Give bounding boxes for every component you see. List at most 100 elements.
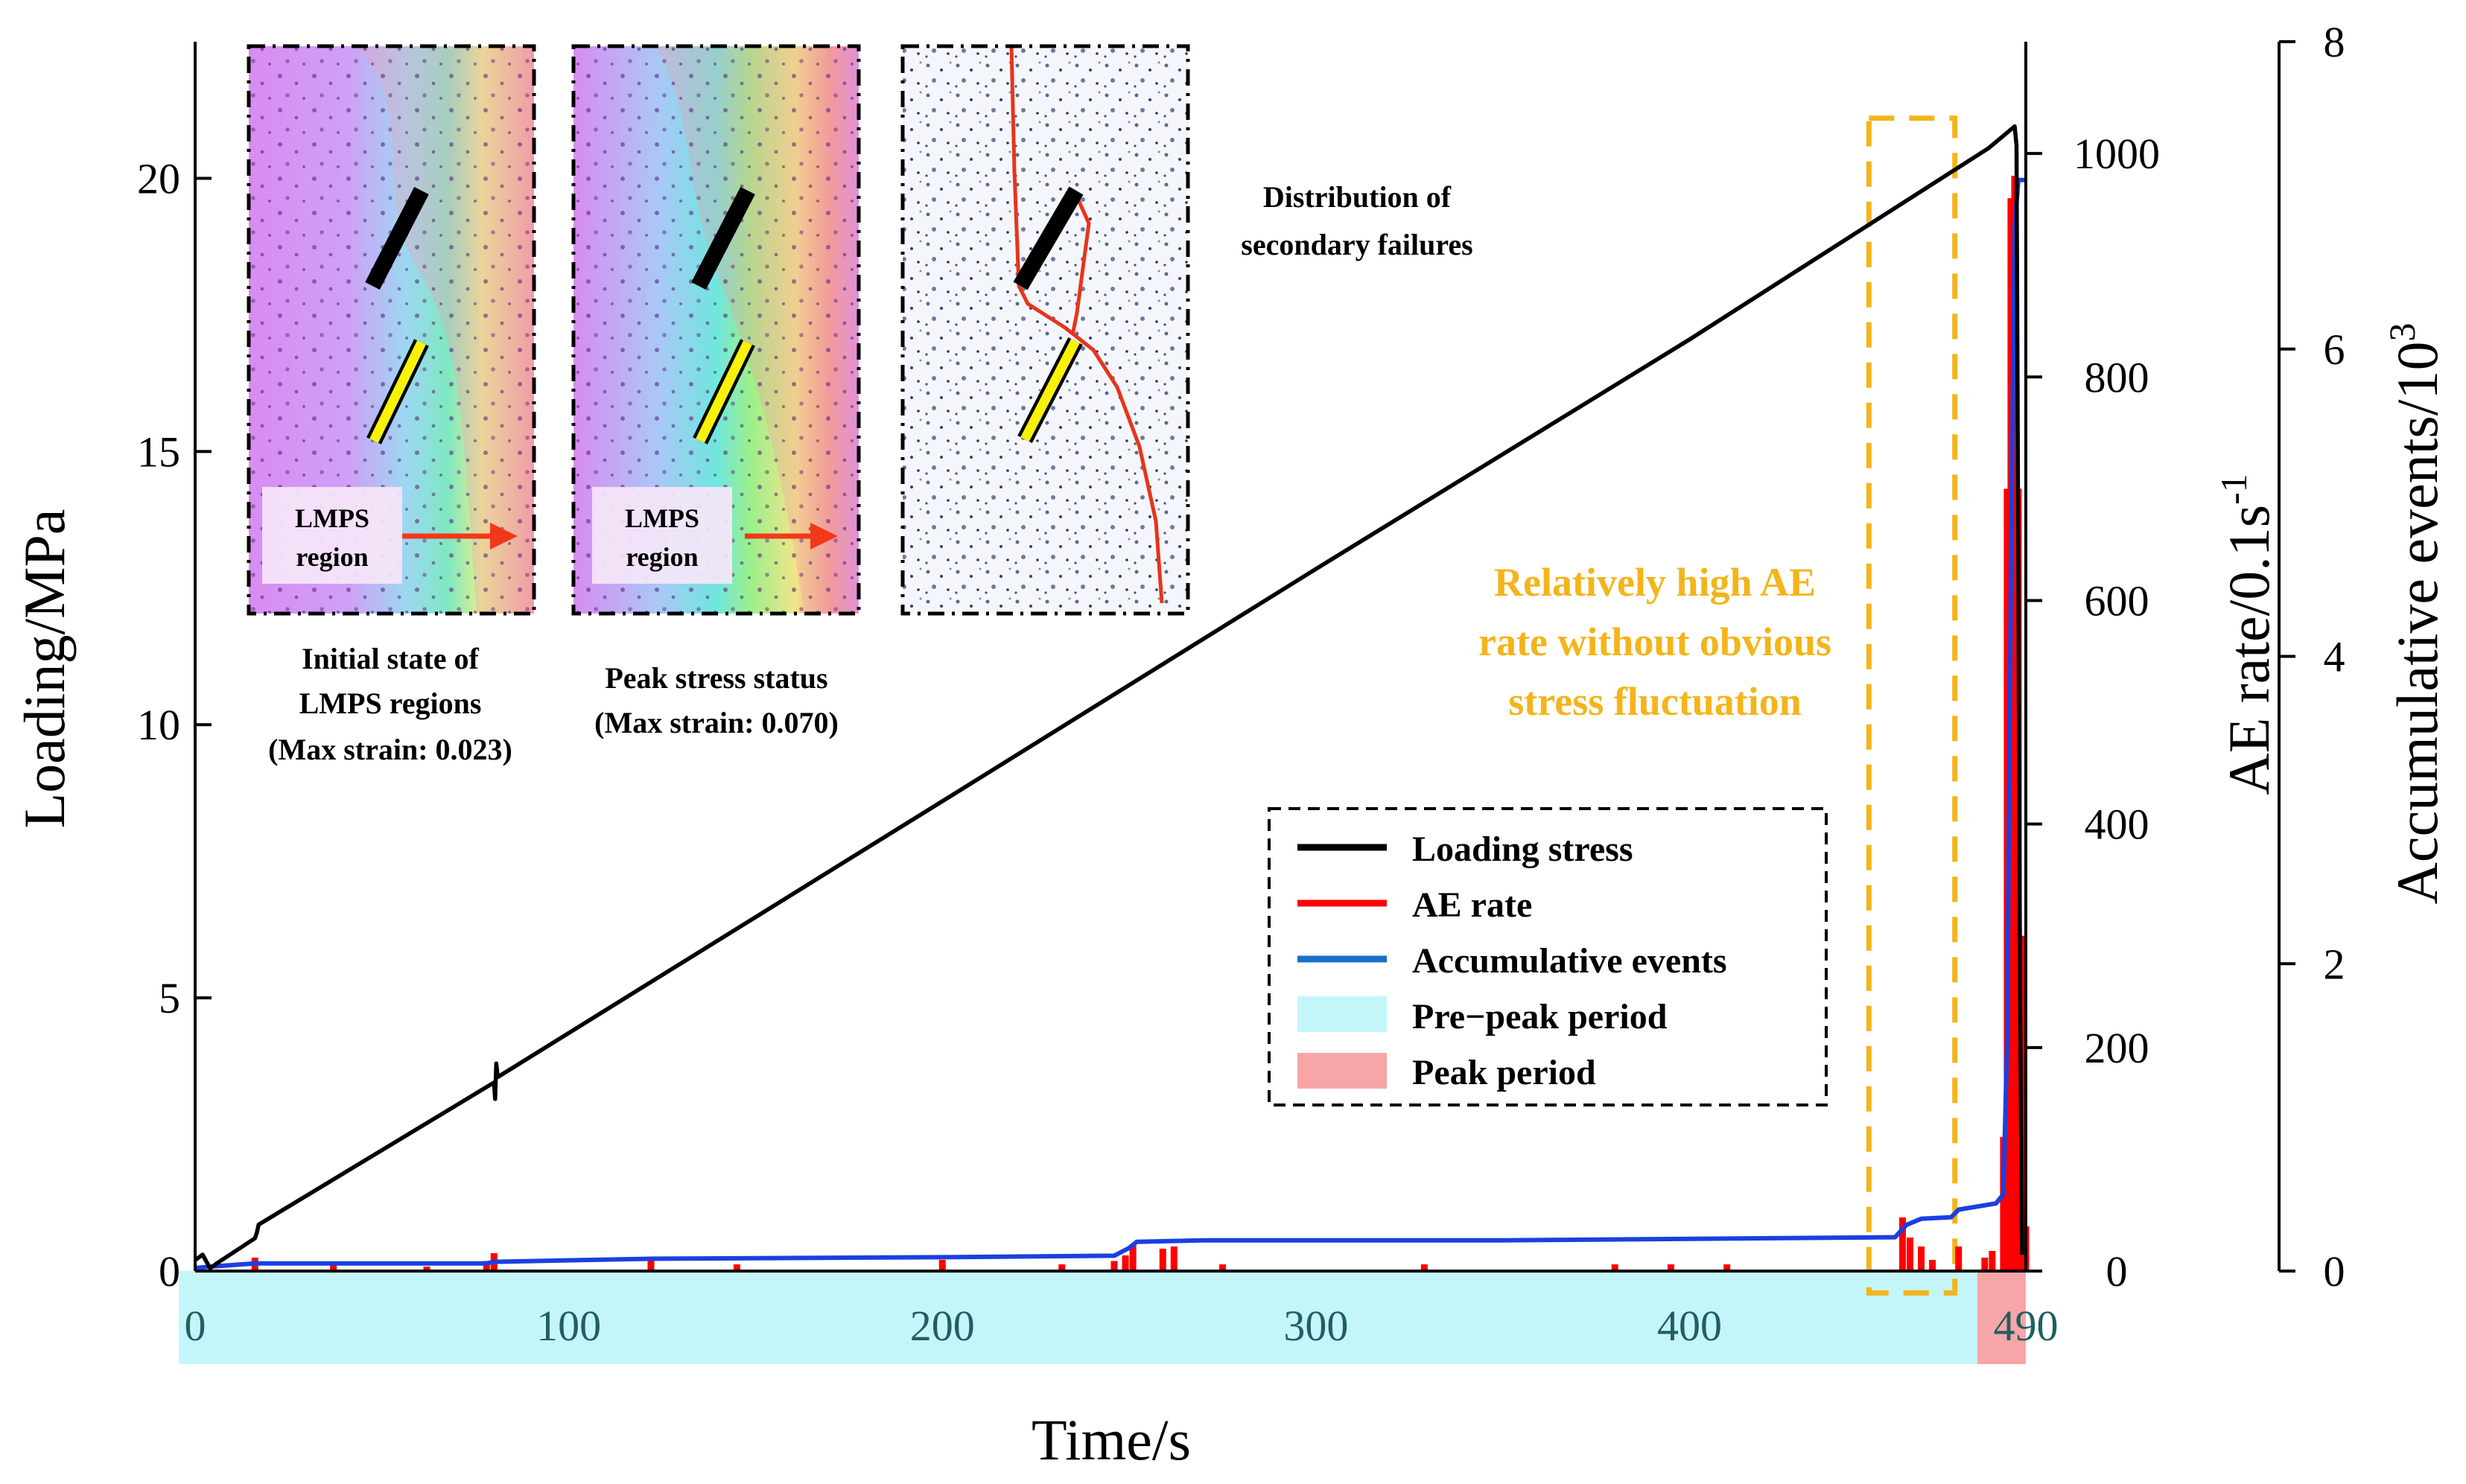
inset-1-caption-line-2: LMPS regions — [299, 687, 482, 720]
inset-1-frame — [247, 44, 536, 616]
highlight-window — [1866, 115, 1958, 1296]
ae-rate-bar — [1929, 1259, 1936, 1271]
legend-label-peak-period: Peak period — [1412, 1053, 1596, 1092]
inset-2-region-tag — [592, 487, 732, 584]
inset-2-black-marker — [691, 186, 755, 290]
y-ae-rate-tick-label: 0 — [2106, 1247, 2128, 1296]
ae-rate-bar — [1955, 1246, 1963, 1271]
ae-rate-bar — [423, 1266, 430, 1271]
accumulative-title-sup: 3 — [2381, 323, 2423, 342]
y-axis-left-title: Loading/MPa — [12, 509, 77, 829]
x-axis-title: Time/s — [1032, 1407, 1191, 1472]
ae-rate-bar — [1898, 1217, 1906, 1271]
annotation-line-2: rate without obvious — [1478, 620, 1831, 664]
pre-peak-band — [179, 1271, 1977, 1364]
ae-rate-bar — [1420, 1264, 1428, 1271]
inset-2-caption-line-1: Peak stress status — [605, 661, 827, 695]
legend-label-ae-rate: AE rate — [1412, 885, 1532, 925]
inset-secondary-failures: Distribution of secondary failures — [900, 44, 1473, 616]
ae-rate-title-main: AE rate/0.1s — [2216, 505, 2281, 795]
ae-rate-bar — [1122, 1255, 1129, 1271]
y-ae-rate-tick-label: 600 — [2085, 576, 2149, 625]
inset-1-caption-line-3: (Max strain: 0.023) — [268, 733, 512, 766]
annotation: Relatively high AE rate without obvious … — [1478, 560, 1831, 724]
phase-bands — [179, 1271, 2026, 1364]
inset-2-region-tag-line-1: LMPS — [625, 503, 699, 533]
inset-peak-stress: LMPS region Peak stress status (Max stra… — [571, 44, 861, 739]
y-left-tick-label: 5 — [159, 974, 180, 1022]
ae-rate-bar — [1058, 1264, 1066, 1271]
inset-3-crack-path — [1009, 45, 1164, 604]
inset-1-region-tag — [262, 487, 402, 584]
x-tick-label: 490 — [1994, 1302, 2059, 1350]
y-accumulative-tick-label: 0 — [2324, 1247, 2345, 1296]
legend-swatch-peak-period — [1297, 1053, 1387, 1089]
inset-1-black-marker — [365, 186, 429, 290]
ae-rate-bar — [1906, 1237, 1913, 1271]
x-tick-label: 100 — [536, 1302, 601, 1350]
inset-1-region-tag-line-2: region — [296, 542, 368, 572]
inset-1-caption-line-1: Initial state of — [302, 642, 479, 675]
ae-rate-bar — [647, 1259, 655, 1271]
y-axis-accumulative-title: Accumulative events/103 — [2381, 323, 2450, 905]
x-tick-label: 0 — [185, 1302, 206, 1350]
ae-rate-bar — [1218, 1264, 1226, 1271]
inset-2-yellow-marker-fill — [696, 340, 752, 443]
ae-rate-bar — [1918, 1246, 1925, 1271]
y-left-tick-label: 10 — [137, 701, 180, 749]
inset-3-frame — [900, 44, 1190, 616]
inset-2-frame — [571, 44, 861, 616]
inset-2-caption-line-2: (Max strain: 0.070) — [594, 706, 839, 739]
accumulative-events-line — [194, 177, 2026, 1270]
ae-rate-bar — [1989, 1250, 1996, 1271]
ae-rate-bar — [938, 1259, 946, 1271]
x-tick-label: 400 — [1657, 1302, 1722, 1350]
y-axis-ae-rate-title: AE rate/0.1s-1 — [2213, 474, 2281, 795]
ae-rate-bar — [1129, 1243, 1137, 1271]
ae-rate-bar — [2011, 176, 2018, 1271]
inset-1-yellow-marker-fill — [369, 340, 426, 443]
ae-rate-bar — [1110, 1261, 1118, 1271]
x-tick-label: 200 — [910, 1302, 975, 1350]
ae-rate-bar — [1159, 1248, 1166, 1271]
ae-rate-bar — [2000, 1136, 2007, 1271]
y-accumulative-tick-label: 8 — [2324, 18, 2345, 66]
inset-3-texture — [903, 46, 1188, 614]
inset-2-arrow-head — [810, 523, 838, 550]
legend-label-pre-peak-period: Pre−peak period — [1412, 997, 1668, 1036]
ae-rate-bar — [1611, 1264, 1618, 1271]
ae-rate-bar — [733, 1264, 740, 1271]
y-ae-rate-tick-label: 800 — [2085, 353, 2149, 401]
y-ae-rate-tick-label: 200 — [2085, 1024, 2149, 1072]
x-tick-label: 300 — [1283, 1302, 1348, 1350]
legend-label-loading-stress: Loading stress — [1412, 829, 1633, 869]
y-left-tick-label: 15 — [137, 427, 180, 476]
inset-3-caption-line-1: Distribution of — [1263, 180, 1452, 214]
legend-swatch-pre-peak-period — [1297, 996, 1387, 1032]
y-ae-rate-tick-label: 1000 — [2073, 130, 2160, 178]
annotation-line-1: Relatively high AE — [1494, 560, 1816, 605]
ae-rate-title-sup: -1 — [2213, 474, 2254, 505]
y-accumulative-tick-label: 4 — [2324, 633, 2345, 681]
ae-rate-bar — [330, 1261, 337, 1271]
inset-1-region-tag-line-1: LMPS — [295, 503, 369, 533]
ae-rate-bar — [1723, 1264, 1731, 1271]
y-left-tick-label: 20 — [137, 154, 180, 203]
legend-label-accumulative-events: Accumulative events — [1412, 941, 1727, 981]
annotation-line-3: stress fluctuation — [1508, 679, 1802, 724]
inset-initial-state: LMPS region Initial state of LMPS region… — [247, 44, 536, 766]
inset-2-region-tag-line-2: region — [626, 542, 698, 572]
inset-1-arrow-head — [490, 523, 518, 550]
inset-3-black-marker — [1013, 186, 1084, 290]
y-accumulative-tick-label: 2 — [2324, 940, 2345, 988]
ae-rate-bar — [1667, 1264, 1674, 1271]
ae-rate-bar — [1170, 1246, 1178, 1271]
y-accumulative-tick-label: 6 — [2324, 325, 2345, 374]
inset-3-caption-line-2: secondary failures — [1241, 228, 1472, 261]
y-left-tick-label: 0 — [159, 1247, 180, 1296]
loading-stress-line — [194, 124, 2024, 1271]
inset-3-crack-branch — [1070, 194, 1091, 336]
peak-band — [1977, 1271, 2026, 1364]
